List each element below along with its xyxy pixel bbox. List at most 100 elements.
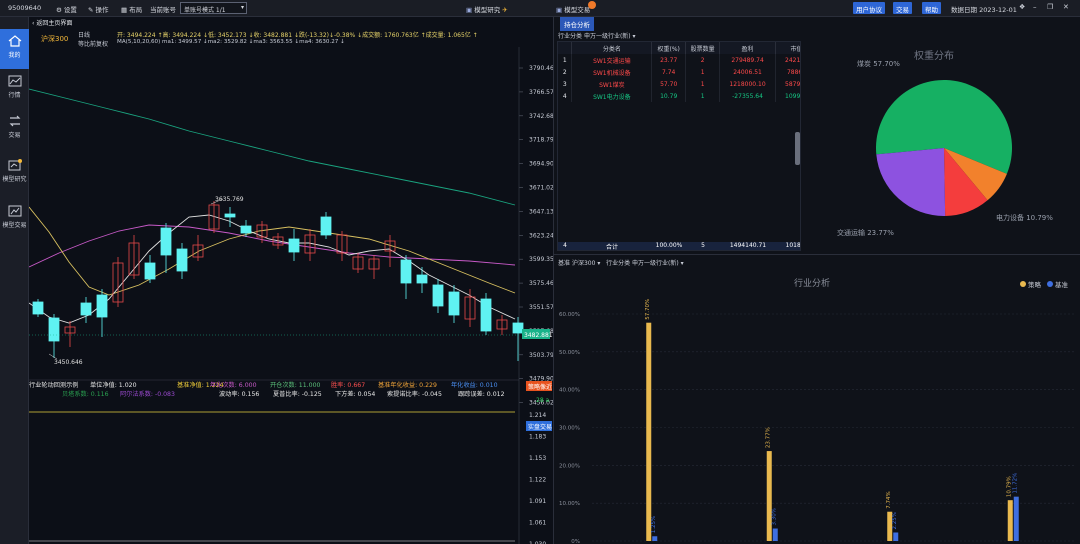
total-no: 4: [563, 242, 567, 249]
candle-body: [464, 296, 476, 320]
total-weight: 100.00%: [655, 242, 683, 249]
layout-menu[interactable]: ▦ 布局: [121, 4, 142, 14]
skin-icon[interactable]: ❖: [1019, 3, 1026, 11]
table-splitter-handle[interactable]: [795, 132, 800, 165]
nav-item-mine[interactable]: 我的: [0, 29, 29, 69]
bar-strategy[interactable]: [887, 511, 893, 541]
total-mv: 101897: [785, 242, 801, 249]
bar-bench[interactable]: [772, 528, 778, 541]
trade-button[interactable]: 交易: [893, 2, 912, 14]
pie-slice-coal[interactable]: [876, 79, 1012, 174]
nav-item-model-trade[interactable]: 模型交易: [0, 199, 29, 239]
live-trade-text: 实盘交易: [528, 423, 552, 431]
candle-body: [496, 319, 508, 330]
chevron-down-icon: ▾: [680, 260, 684, 267]
index-name: 沪深300: [41, 35, 69, 43]
back-to-home-link[interactable]: ‹ 返回主页界面: [32, 20, 73, 27]
settings-menu[interactable]: ⚙ 设置: [56, 4, 77, 14]
candle-body: [128, 242, 140, 276]
annual-return: 年化收益: 0.010: [451, 381, 498, 389]
bench-select[interactable]: 沪深300 ▾: [572, 260, 600, 267]
price-tick-label: 3599.354: [529, 256, 553, 263]
model-research-tab[interactable]: ▣ 模型研究 ✈: [466, 4, 508, 14]
nav-item-trade[interactable]: 交易: [0, 109, 29, 149]
candle-body: [432, 284, 444, 307]
price-tick-label: 3671.020: [529, 185, 553, 192]
candle-body: [256, 224, 268, 238]
restore-icon[interactable]: ❐: [1047, 3, 1054, 11]
bar-value-label: 7.74%: [886, 491, 892, 508]
layout-icon: ▦: [121, 6, 128, 14]
close-icon[interactable]: ✕: [1063, 3, 1069, 11]
candle-body: [176, 248, 188, 272]
bench-label: 基准: [558, 260, 571, 267]
classify-select[interactable]: 申万一级行业(新) ▾: [584, 33, 636, 40]
pie-slice-power[interactable]: [944, 148, 988, 216]
high-price-label: 3635.769: [215, 196, 244, 203]
downside: 下方差: 0.054: [335, 390, 375, 398]
tab-holding-analysis[interactable]: 持仓分析: [560, 17, 594, 31]
legend-bench[interactable]: 基准: [1055, 280, 1069, 289]
candle-body: [384, 240, 396, 252]
mode-select-value: 单账号模式 1/1: [184, 7, 226, 14]
edit-icon: ✎: [88, 6, 94, 14]
pie-slice-transport[interactable]: [876, 148, 946, 217]
col-header: 权重(%): [651, 42, 687, 54]
bar-bench[interactable]: [893, 532, 899, 541]
y-tick-label: 30.00%: [559, 426, 580, 432]
pie-title: 权重分布: [914, 49, 954, 62]
trade-icon: ▣: [556, 6, 563, 14]
help-button[interactable]: 帮助: [922, 2, 941, 14]
ohlc-readout: 开: 3494.224 ↑高: 3494.224 ↓低: 3452.173 ↓收…: [117, 32, 478, 39]
unit-nav: 单位净值: 1.020: [90, 381, 137, 389]
price-tick-label: 3623.243: [529, 232, 553, 239]
ma20-line: [29, 224, 516, 268]
holding-cell-no: 3: [558, 78, 573, 90]
nav-label: 我的: [8, 52, 21, 59]
kline-chart[interactable]: 3790.465 3766.576 3742.687 3718.798 3694.909…: [29, 17, 553, 544]
bar-value-label: 11.72%: [1013, 473, 1019, 494]
y-tick-label: 0%: [571, 539, 580, 544]
bar-strategy[interactable]: [646, 322, 652, 541]
left-nav: 我的 行情 交易 模型研究 模型交易: [0, 17, 29, 544]
high-marker: 3635.769: [210, 196, 244, 205]
legend-strategy[interactable]: 策略: [1028, 280, 1042, 289]
price-tick-label: 3503.798: [529, 352, 553, 359]
candle-body: [352, 256, 364, 270]
holding-cell-weight: 7.74: [651, 66, 687, 78]
pie-label-power: 电力设备 10.79%: [996, 213, 1053, 222]
chevron-down-icon: ▾: [597, 260, 601, 267]
operate-menu[interactable]: ✎ 操作: [88, 4, 109, 14]
model-trade-icon: [8, 205, 21, 217]
bar-strategy[interactable]: [766, 451, 772, 541]
model-trade-tab[interactable]: ▣ 模型交易: [556, 4, 590, 14]
user-agreement-button[interactable]: 用户协议: [853, 2, 885, 14]
live-trade-badge[interactable]: [526, 421, 552, 431]
nav-label: 模型研究: [2, 176, 27, 183]
candle-body: [368, 258, 380, 270]
pie-slice-machine[interactable]: [944, 148, 1007, 201]
bar-value-label: 1.25%: [651, 516, 657, 533]
nav-item-model-research[interactable]: 模型研究: [0, 153, 29, 193]
industry-classify-select[interactable]: 申万一级行业(新) ▾: [632, 260, 684, 267]
sharpe: 夏普比率: -0.125: [273, 390, 322, 398]
model-trade-label: 模型交易: [564, 6, 591, 14]
nav-item-quotes[interactable]: 行情: [0, 69, 29, 109]
candle-body: [336, 234, 348, 254]
minimize-icon[interactable]: –: [1033, 3, 1037, 11]
candle-body: [304, 234, 316, 254]
candle-body: [80, 302, 92, 316]
legend-swatch-strategy: [1020, 281, 1026, 287]
bar-bench[interactable]: [652, 536, 658, 541]
bar-strategy[interactable]: [1007, 500, 1013, 541]
bar-bench[interactable]: [1013, 496, 1019, 541]
holding-cell-count: 1: [685, 78, 721, 90]
price-tick-label: 3766.576: [529, 89, 553, 96]
model-research-label: 模型研究: [474, 6, 501, 14]
holding-cell-count: 1: [685, 66, 721, 78]
account-mode-select[interactable]: 单账号模式 1/1 ▾: [180, 2, 247, 14]
